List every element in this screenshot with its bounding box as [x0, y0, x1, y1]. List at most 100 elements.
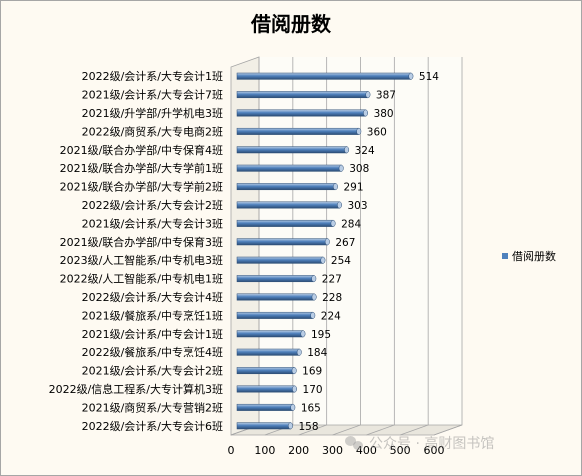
bar-cap [310, 311, 316, 319]
data-label: 308 [349, 163, 369, 175]
bar [236, 422, 291, 430]
bar [236, 146, 347, 154]
bar-cap [288, 422, 293, 430]
watermark-text: 公众号 · 高财图书馆 [369, 436, 495, 452]
bar-group [236, 403, 296, 411]
x-tick-label: 0 [228, 444, 235, 457]
category-label: 2023级/人工智能系/中专机电3班 [60, 253, 223, 267]
bar [236, 367, 295, 375]
gridline [332, 57, 361, 436]
data-label: 303 [348, 200, 368, 212]
data-label: 184 [307, 347, 327, 359]
bar [236, 238, 328, 246]
category-label: 2022级/会计系/大专会计1班 [82, 69, 223, 83]
category-label: 2022级/商贸系/大专电商2班 [82, 124, 223, 138]
data-label: 267 [335, 237, 355, 249]
bar [236, 127, 360, 135]
bar-cap [291, 367, 297, 375]
bar [236, 72, 412, 80]
bar-group [236, 164, 344, 172]
data-label: 195 [311, 329, 331, 341]
bar-group [236, 348, 302, 356]
data-label: 169 [302, 366, 322, 378]
bar-group [236, 422, 293, 430]
bar [236, 201, 340, 209]
data-label: 291 [343, 182, 363, 194]
bar-group [236, 256, 326, 264]
category-label: 2021级/商贸系/大专营销2班 [82, 400, 223, 414]
category-label: 2022级/会计系/大专会计6班 [82, 419, 223, 433]
watermark: 公众号 · 高财图书馆 [345, 433, 494, 453]
gridline [433, 57, 463, 436]
legend-swatch [502, 253, 508, 259]
bar-group [236, 367, 297, 375]
bar-cap [363, 109, 369, 117]
data-label: 158 [298, 421, 318, 433]
data-label: 324 [355, 145, 375, 157]
x-tick-label: 600 [424, 444, 445, 457]
bar-group [236, 275, 317, 283]
bar-group [236, 146, 350, 154]
bar-group [236, 219, 336, 227]
bar-group [236, 109, 369, 117]
category-label: 2022级/人工智能系/中专机电1班 [60, 272, 223, 286]
x-tick-label: 300 [322, 444, 343, 457]
bar-cap [330, 219, 336, 227]
legend: 借阅册数 [502, 250, 556, 263]
x-tick-label: 100 [254, 444, 275, 457]
bar-cap [338, 164, 344, 172]
data-label: 170 [303, 384, 323, 396]
bar-group [236, 330, 306, 338]
bar [236, 183, 336, 191]
category-label: 2022级/会计系/大专会计2班 [82, 198, 223, 212]
bar-cap [337, 201, 342, 209]
data-label: 380 [374, 108, 394, 120]
bar-group [236, 238, 330, 246]
bar-cap [365, 91, 371, 99]
category-label: 2021级/联合办学部/大专学前2班 [60, 180, 223, 194]
bar-group [236, 293, 317, 301]
category-label: 2021级/升学部/升学机电3班 [82, 106, 223, 120]
category-label: 2021级/联合办学部/中专保育3班 [60, 235, 223, 249]
bar [236, 91, 369, 99]
bar-group [236, 91, 371, 99]
category-label: 2021级/会计系/大专会计3班 [82, 216, 223, 230]
category-label: 2021级/联合办学部/大专学前1班 [60, 161, 223, 175]
bar-cap [296, 348, 302, 356]
bar [236, 348, 300, 356]
bar [236, 164, 342, 172]
x-tick-label: 400 [356, 444, 377, 457]
wechat-icon [345, 435, 363, 451]
gridline [366, 57, 395, 436]
data-label: 165 [301, 402, 321, 414]
category-label: 2022级/会计系/大专会计4班 [82, 290, 223, 304]
bar-group [236, 311, 316, 319]
bar-cap [320, 256, 326, 264]
bar-group [236, 201, 342, 209]
bar [236, 330, 304, 338]
category-label: 2021级/餐旅系/中专烹饪1班 [82, 308, 223, 322]
legend-label: 借阅册数 [512, 250, 556, 263]
data-label: 228 [322, 292, 342, 304]
bar [236, 311, 314, 319]
bar-cap [311, 275, 317, 283]
bar [236, 275, 315, 283]
x-tick-label: 500 [390, 444, 411, 457]
bar [236, 403, 294, 411]
bar-cap [311, 293, 317, 301]
data-label: 224 [321, 310, 341, 322]
bar-group [236, 183, 338, 191]
bar [236, 293, 315, 301]
x-tick-label: 200 [288, 444, 309, 457]
bar-cap [292, 385, 297, 393]
category-label: 2021级/联合办学部/中专保育4班 [60, 143, 223, 157]
category-label: 2021级/会计系/大专会计2班 [82, 364, 223, 378]
bar [236, 256, 324, 264]
category-label: 2022级/信息工程系/大专计算机3班 [49, 382, 223, 396]
bar-cap [324, 238, 330, 246]
bar-cap [290, 403, 296, 411]
bar [236, 385, 295, 393]
bar [236, 219, 334, 227]
